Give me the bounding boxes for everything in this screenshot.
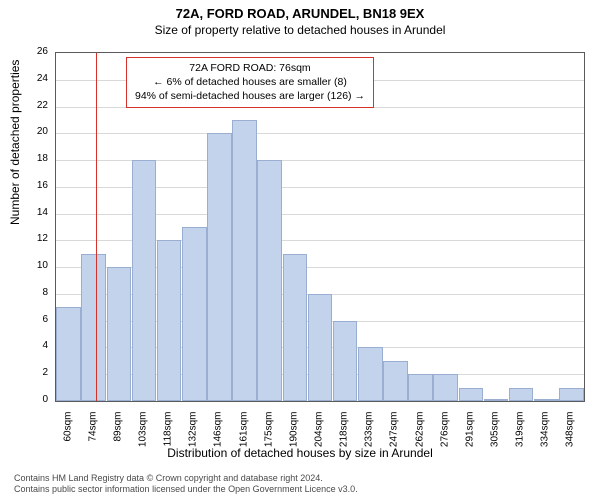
marker-line bbox=[96, 53, 97, 401]
histogram-bar bbox=[232, 120, 257, 401]
histogram-bar bbox=[308, 294, 333, 401]
histogram-bar bbox=[182, 227, 207, 401]
attribution-line: Contains HM Land Registry data © Crown c… bbox=[14, 473, 358, 485]
y-tick-label: 8 bbox=[0, 288, 48, 298]
histogram-bar bbox=[383, 361, 408, 401]
y-axis-label: Number of detached properties bbox=[8, 60, 22, 225]
histogram-bar bbox=[207, 133, 232, 401]
y-tick-label: 0 bbox=[0, 395, 48, 405]
histogram-bar bbox=[132, 160, 157, 401]
x-axis-label: Distribution of detached houses by size … bbox=[0, 446, 600, 460]
attribution-line: Contains public sector information licen… bbox=[14, 484, 358, 496]
histogram-bar bbox=[81, 254, 106, 401]
plot-area: 72A FORD ROAD: 76sqm← 6% of detached hou… bbox=[55, 52, 585, 402]
y-tick-label: 26 bbox=[0, 47, 48, 57]
y-tick-label: 10 bbox=[0, 261, 48, 271]
histogram-bar bbox=[484, 399, 509, 401]
histogram-bar bbox=[433, 374, 458, 401]
histogram-bar bbox=[333, 321, 358, 401]
chart-container: 72A, FORD ROAD, ARUNDEL, BN18 9EX Size o… bbox=[0, 0, 600, 500]
histogram-bar bbox=[559, 388, 584, 401]
y-tick-label: 22 bbox=[0, 101, 48, 111]
histogram-bar bbox=[408, 374, 433, 401]
y-tick-label: 18 bbox=[0, 154, 48, 164]
histogram-bar bbox=[257, 160, 282, 401]
y-tick-label: 12 bbox=[0, 234, 48, 244]
attribution: Contains HM Land Registry data © Crown c… bbox=[14, 473, 358, 496]
y-tick-label: 16 bbox=[0, 181, 48, 191]
grid-line bbox=[56, 133, 584, 134]
histogram-bar bbox=[56, 307, 81, 401]
page-subtitle: Size of property relative to detached ho… bbox=[0, 21, 600, 37]
page-title: 72A, FORD ROAD, ARUNDEL, BN18 9EX bbox=[0, 0, 600, 21]
callout-box: 72A FORD ROAD: 76sqm← 6% of detached hou… bbox=[126, 57, 374, 108]
histogram-bar bbox=[459, 388, 484, 401]
callout-line: 72A FORD ROAD: 76sqm bbox=[135, 61, 365, 75]
callout-line: 94% of semi-detached houses are larger (… bbox=[135, 89, 365, 103]
y-tick-label: 20 bbox=[0, 127, 48, 137]
y-tick-label: 6 bbox=[0, 315, 48, 325]
histogram-bar bbox=[283, 254, 308, 401]
y-tick-label: 24 bbox=[0, 74, 48, 84]
histogram-bar bbox=[509, 388, 534, 401]
histogram-bar bbox=[534, 399, 559, 401]
histogram-bar bbox=[157, 240, 182, 401]
y-tick-label: 4 bbox=[0, 341, 48, 351]
histogram-bar bbox=[107, 267, 132, 401]
histogram-bar bbox=[358, 347, 383, 401]
callout-line: ← 6% of detached houses are smaller (8) bbox=[135, 75, 365, 89]
y-tick-label: 2 bbox=[0, 368, 48, 378]
y-tick-label: 14 bbox=[0, 208, 48, 218]
